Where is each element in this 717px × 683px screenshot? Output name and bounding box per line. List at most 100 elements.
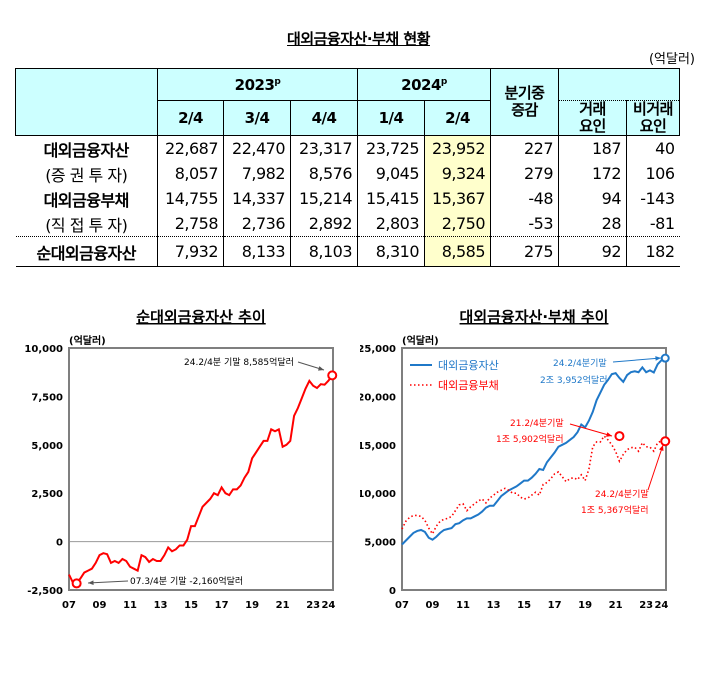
y-tick-label: 7,500 — [31, 392, 63, 403]
arrow-head-icon — [655, 356, 661, 361]
annotation-label: 24.2/4분 기말 8,585억달러 — [184, 356, 294, 368]
table-cell: 172 — [558, 161, 627, 186]
table-cell: 8,310 — [357, 236, 425, 267]
x-tick-label: 11 — [123, 600, 137, 611]
y-axis-unit: (억달러) — [402, 334, 439, 347]
table-row: (증 권 투 자) 8,057 7,982 8,576 9,045 9,324 279 172… — [16, 161, 680, 186]
table-cell: 14,755 — [157, 186, 224, 211]
x-tick-label: 09 — [426, 600, 440, 611]
table-cell: 227 — [490, 135, 559, 161]
x-tick-label: 24 — [321, 600, 335, 611]
legend-label-assets: 대외금융자산 — [438, 359, 499, 372]
table-cell: 8,576 — [290, 161, 358, 186]
table-cell: 14,337 — [223, 186, 291, 211]
row-label: (직 접 투 자) — [45, 215, 128, 235]
nontxn-header: 비거래 요인 — [626, 100, 680, 136]
quarter-header: 2/4 — [157, 100, 224, 136]
table-cell: 40 — [626, 135, 680, 161]
annotation-label: 2조 3,952억달러 — [540, 374, 607, 386]
table-cell: 22,687 — [157, 135, 224, 161]
y-tick-label: 2,500 — [31, 489, 63, 500]
annotation-arrow — [87, 580, 129, 584]
net-assets-chart: 순대외금융자산 추이 (억달러) 10,000 7,500 5,000 2,500 0 -2,… — [24, 308, 338, 611]
summary-table: 2023p 2024p 분기중 증감 2/4 3/4 4/4 1/4 2/4 거래… — [15, 68, 680, 267]
table-cell: 8,103 — [290, 236, 358, 267]
table-cell: 15,214 — [290, 186, 358, 211]
x-tick-label: 21 — [276, 600, 290, 611]
factor-spacer — [558, 68, 680, 101]
quarter-header: 4/4 — [290, 100, 358, 136]
table-cell: 2,758 — [157, 211, 224, 237]
annotation-label: 07.3/4분 기말 -2,160억달러 — [130, 575, 243, 587]
table-cell: 2,736 — [223, 211, 291, 237]
legend-label-liabilities: 대외금융부채 — [438, 379, 499, 392]
table-cell: 7,982 — [223, 161, 291, 186]
y-tick-label: 0 — [389, 586, 396, 597]
table-cell: 8,057 — [157, 161, 224, 186]
table-row: (직 접 투 자) 2,758 2,736 2,892 2,803 2,750 -53 28-… — [16, 211, 680, 237]
y-tick-label: 10,000 — [360, 489, 396, 500]
annotation-label: 1조 5,902억달러 — [496, 433, 563, 445]
year-header-2023: 2023p — [157, 68, 358, 101]
marker-latest — [327, 370, 338, 381]
x-tick-label: 17 — [215, 600, 229, 611]
txn-header: 거래 요인 — [558, 100, 627, 136]
y-tick-label: 0 — [56, 538, 63, 549]
x-tick-label: 13 — [154, 600, 168, 611]
table-cell: 94 — [558, 186, 627, 211]
arrow-head-icon — [88, 580, 94, 586]
marker-min — [71, 578, 82, 589]
table-cell: -81 — [626, 211, 680, 237]
x-tick-label: 23 — [639, 600, 653, 611]
y-tick-label: 20,000 — [360, 392, 396, 403]
table-title: 대외금융자산·부채 현황 — [287, 30, 430, 48]
x-tick-label: 19 — [578, 600, 592, 611]
table-cell: 8,133 — [223, 236, 291, 267]
table-cell: 7,932 — [157, 236, 224, 267]
table-cell: 182 — [626, 236, 680, 267]
table-cell: 2,892 — [290, 211, 358, 237]
series-line-1 — [401, 357, 666, 546]
table-cell: 28 — [558, 211, 627, 237]
quarter-header: 1/4 — [357, 100, 425, 136]
row-label: 대외금융부채 — [43, 190, 130, 210]
table-cell: 275 — [490, 236, 559, 267]
table-cell: 15,367 — [424, 186, 491, 211]
table-cell: 2,803 — [357, 211, 425, 237]
annotation-label: 21.2/4분기말 — [510, 417, 564, 429]
x-tick-label: 07 — [395, 600, 409, 611]
x-tick-label: 17 — [548, 600, 562, 611]
x-tick-label: 19 — [245, 600, 259, 611]
table-cell: 106 — [626, 161, 680, 186]
annotation-arrow — [569, 423, 613, 437]
table-cell: 15,415 — [357, 186, 425, 211]
table-row: 순대외금융자산 7,932 8,133 8,103 8,310 8,585 275 92 182 — [15, 236, 680, 267]
row-label: (증 권 투 자) — [45, 165, 128, 185]
marker-liabilities-peak — [614, 431, 625, 442]
change-header: 분기중 증감 — [490, 68, 559, 136]
annotation-arrow — [647, 444, 664, 491]
table-cell: 92 — [558, 236, 627, 267]
table-cell: 23,725 — [357, 135, 425, 161]
marker-liabilities-latest — [660, 436, 671, 447]
series-line-1 — [68, 374, 334, 585]
table-cell: 8,585 — [424, 236, 491, 267]
annotation-arrow — [612, 357, 662, 363]
x-tick-label: 15 — [184, 600, 198, 611]
table-cell: 23,952 — [424, 135, 491, 161]
y-tick-label: 10,000 — [24, 344, 63, 355]
corner-header — [15, 68, 158, 136]
y-tick-label: -2,500 — [27, 586, 63, 597]
x-tick-label: 23 — [306, 600, 320, 611]
y-tick-label: 15,000 — [360, 441, 396, 452]
assets-liabilities-chart: 대외금융자산·부채 추이 (억달러) 25,000 20,000 15,000 10,00… — [360, 308, 671, 611]
marker-assets-latest — [660, 353, 670, 363]
x-tick-label: 24 — [654, 600, 668, 611]
x-tick-label: 07 — [62, 600, 76, 611]
x-tick-label: 11 — [456, 600, 470, 611]
table-cell: -48 — [490, 186, 559, 211]
table-cell: -53 — [490, 211, 559, 237]
y-tick-label: 25,000 — [360, 344, 396, 355]
table-cell: 9,324 — [424, 161, 491, 186]
quarter-header: 2/4 — [424, 100, 491, 136]
